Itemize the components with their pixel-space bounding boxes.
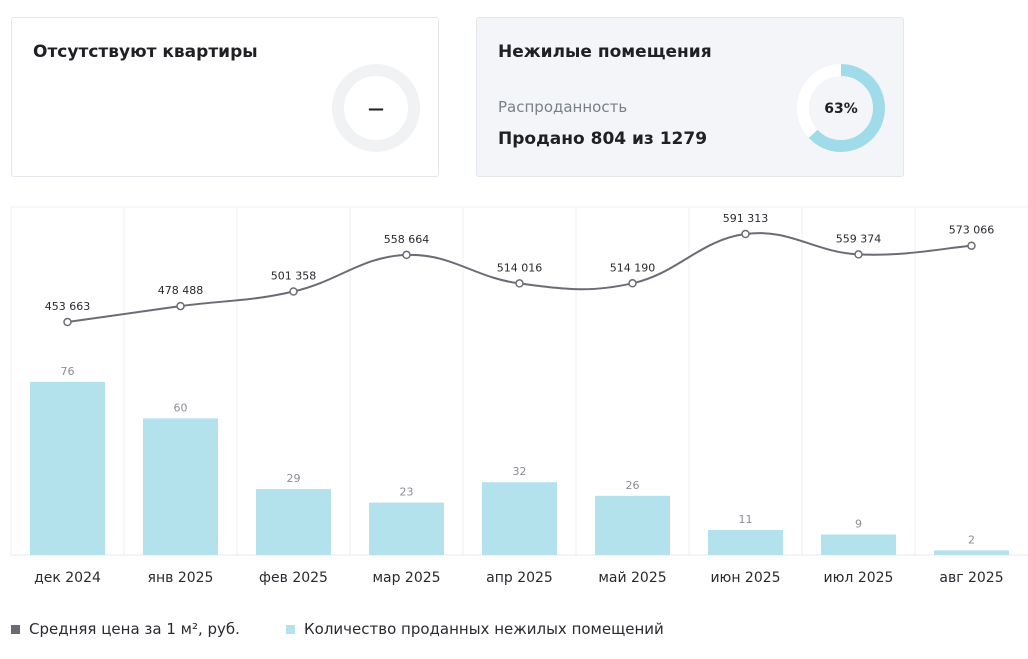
- sellout-label: Распроданность: [498, 98, 628, 116]
- price-label: 478 488: [158, 284, 204, 297]
- bar-value-label: 60: [174, 401, 188, 414]
- category-label: фев 2025: [259, 570, 328, 586]
- price-label: 501 358: [271, 270, 317, 283]
- empty-apartments-card: Отсутствуют квартиры —: [11, 17, 439, 177]
- price-point: [176, 301, 185, 311]
- bar-value-label: 32: [513, 465, 527, 478]
- bar: [595, 495, 670, 555]
- price-point: [628, 279, 637, 288]
- price-label: 573 066: [949, 224, 995, 237]
- price-label: 559 374: [836, 232, 882, 245]
- bar-value-label: 9: [855, 518, 862, 531]
- sold-count: Продано 804 из 1279: [498, 129, 708, 149]
- price-point: [289, 287, 298, 296]
- category-label: июн 2025: [710, 570, 780, 586]
- empty-donut-value: —: [368, 99, 384, 118]
- commercial-premises-card: Нежилые помещения Распроданность Продано…: [476, 17, 904, 177]
- legend-line: Средняя цена за 1 м², руб.: [11, 620, 240, 638]
- bar: [934, 550, 1009, 555]
- category-label: апр 2025: [486, 570, 553, 586]
- legend-line-label: Средняя цена за 1 м², руб.: [29, 620, 240, 638]
- bar-value-label: 76: [61, 365, 75, 378]
- price-point: [741, 229, 750, 239]
- price-label: 514 016: [497, 261, 543, 274]
- empty-donut: —: [332, 64, 420, 152]
- sellout-donut: 63%: [797, 64, 885, 152]
- price-label: 558 664: [384, 233, 430, 246]
- bar: [708, 530, 783, 555]
- bar-value-label: 2: [968, 533, 975, 546]
- price-label: 453 663: [45, 300, 91, 313]
- price-point: [63, 317, 72, 327]
- sellout-percent: 63%: [824, 101, 858, 117]
- price-line: [67, 232, 972, 323]
- bar: [30, 382, 105, 555]
- price-point: [854, 250, 863, 259]
- price-label: 514 190: [610, 261, 656, 274]
- legend-line-swatch: [11, 624, 20, 634]
- legend-bar-swatch: [286, 624, 295, 634]
- legend-bar-label: Количество проданных нежилых помещений: [304, 620, 664, 638]
- category-label: авг 2025: [939, 570, 1003, 586]
- bar-value-label: 23: [400, 486, 414, 499]
- bar-value-label: 11: [739, 513, 753, 526]
- category-label: дек 2024: [34, 570, 101, 586]
- legend-bar: Количество проданных нежилых помещений: [286, 620, 664, 638]
- bar: [821, 534, 896, 555]
- card-title: Отсутствуют квартиры: [33, 42, 258, 62]
- category-label: июл 2025: [824, 570, 894, 586]
- sellout-donut-arc: [797, 64, 885, 152]
- bar: [256, 489, 331, 555]
- category-label: май 2025: [598, 570, 666, 586]
- bar: [482, 482, 557, 555]
- price-label: 591 313: [723, 212, 769, 225]
- bar: [369, 502, 444, 555]
- bar: [143, 418, 218, 555]
- bar-value-label: 26: [626, 479, 640, 492]
- price-point: [515, 279, 524, 288]
- price-point: [402, 250, 411, 260]
- bar-value-label: 29: [287, 472, 301, 485]
- category-label: мар 2025: [372, 570, 440, 586]
- card-title: Нежилые помещения: [498, 42, 712, 62]
- price-point: [967, 241, 976, 250]
- category-label: янв 2025: [148, 570, 214, 586]
